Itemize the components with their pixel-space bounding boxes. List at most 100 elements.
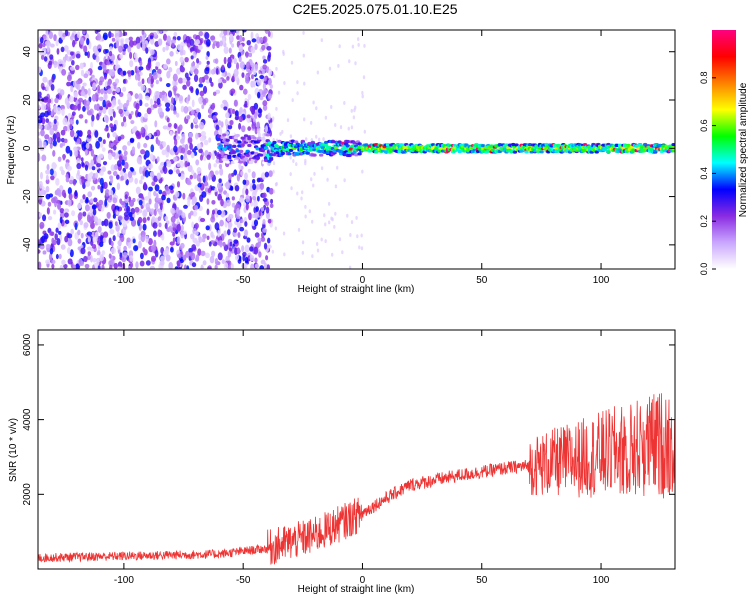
spectrogram-cell xyxy=(215,124,220,131)
spectrogram-cell xyxy=(187,94,191,102)
spectrogram-cell xyxy=(70,85,74,93)
spectrogram-cell xyxy=(87,51,90,59)
spectrogram-cell xyxy=(194,117,198,123)
spectrogram-cell xyxy=(169,130,173,137)
spectrogram-cell xyxy=(142,217,147,224)
spectrogram-cell xyxy=(60,169,65,176)
spectrogram-cell xyxy=(296,80,299,85)
spectrogram-cell xyxy=(45,102,51,110)
spectrogram-cell xyxy=(181,133,186,142)
spectrogram-cell xyxy=(42,250,47,255)
spectrogram-cell xyxy=(235,62,240,70)
spectrogram-cell xyxy=(162,30,168,33)
spectrogram-cell xyxy=(70,228,74,235)
spectrogram-cell xyxy=(240,136,245,140)
spectrogram-cell xyxy=(100,235,104,243)
spectrogram-cell xyxy=(257,239,262,248)
spectrogram-cell xyxy=(141,78,145,85)
spectrogram-cell xyxy=(147,46,151,52)
spectrogram-cell xyxy=(262,104,268,111)
spectrogram-cell xyxy=(38,249,41,254)
x-tick-label: -100 xyxy=(114,275,134,286)
spectrogram-cell xyxy=(43,56,48,62)
spectrogram-cell xyxy=(150,144,155,153)
spectrogram-cell xyxy=(198,30,204,37)
spectrogram-cell xyxy=(138,199,143,206)
spectrogram-cell xyxy=(594,150,599,154)
spectrogram-cell xyxy=(176,181,181,188)
spectrogram-cell xyxy=(345,144,351,148)
spectrogram-cell xyxy=(323,213,326,218)
spectrogram-cell xyxy=(50,83,55,91)
spectrogram-cell xyxy=(118,108,123,115)
spectrogram-cell xyxy=(66,81,71,87)
spectrogram-cell xyxy=(74,190,78,197)
spectrogram-cell xyxy=(350,144,356,148)
spectrogram-cell xyxy=(151,244,156,252)
spectrogram-cell xyxy=(91,114,95,122)
spectrogram-cell xyxy=(49,248,54,255)
spectrogram-cell xyxy=(175,135,181,140)
spectrogram-cell xyxy=(265,125,268,133)
spectrogram-cell xyxy=(184,56,189,63)
colorbar: 0.0 0.2 0.4 0.6 0.8 Normalized spectral ampl… xyxy=(699,30,749,275)
spectrogram-cell xyxy=(144,102,149,107)
spectrogram-cell xyxy=(248,52,253,58)
spectrogram-cell xyxy=(44,110,49,118)
spectrogram-cell xyxy=(65,176,70,183)
spectrogram-cell xyxy=(102,161,108,166)
spectrogram-cell xyxy=(83,45,88,53)
spectrogram-cell xyxy=(358,245,361,250)
spectrogram-ylabel: Frequency (Hz) xyxy=(6,116,17,185)
spectrogram-cell xyxy=(173,145,178,153)
spectrogram-cell xyxy=(58,253,62,260)
spectrogram-cell xyxy=(296,91,299,96)
spectrogram-cell xyxy=(154,201,159,210)
spectrogram-cell xyxy=(256,36,261,44)
spectrogram-cell xyxy=(91,204,97,210)
spectrogram-cell xyxy=(204,32,210,40)
spectrogram-cell xyxy=(218,81,223,89)
spectrogram-cell xyxy=(221,259,226,265)
spectrogram-cell xyxy=(168,261,173,269)
spectrogram-cell xyxy=(277,90,281,95)
spectrogram-cell xyxy=(262,219,266,225)
spectrogram-cell xyxy=(52,133,57,141)
spectrogram-cell xyxy=(263,146,269,150)
spectrogram-cell xyxy=(244,229,248,237)
spectrogram-cell xyxy=(63,138,68,144)
spectrogram-cell xyxy=(180,231,185,239)
spectrogram-cell xyxy=(168,169,173,175)
spectrogram-cell xyxy=(119,170,124,176)
spectrogram-cell xyxy=(46,207,50,215)
spectrogram-cell xyxy=(88,216,94,224)
spectrogram-cell xyxy=(67,238,73,247)
spectrogram-cell xyxy=(237,140,242,144)
spectrogram-cell xyxy=(216,182,222,190)
spectrogram-cell xyxy=(361,169,364,174)
spectrogram-cell xyxy=(671,142,675,147)
spectrogram-cell xyxy=(169,149,174,155)
spectrogram-cell xyxy=(55,253,59,260)
spectrogram-cell xyxy=(39,180,43,189)
spectrogram-cell xyxy=(111,37,116,42)
spectrogram-cell xyxy=(241,72,245,78)
spectrogram-cell xyxy=(227,156,232,160)
spectrogram-cell xyxy=(223,106,228,111)
spectrogram-cell xyxy=(109,115,113,122)
spectrogram-cell xyxy=(348,265,352,269)
spectrogram-cell xyxy=(124,37,130,44)
x-tick-label: 50 xyxy=(476,575,488,586)
colorbar-tick-label: 0.4 xyxy=(699,167,709,180)
spectrogram-cell xyxy=(59,216,63,224)
spectrogram-cell xyxy=(231,75,235,82)
spectrogram-cell xyxy=(255,206,259,212)
colorbar-ticks: 0.0 0.2 0.4 0.6 0.8 xyxy=(699,72,716,275)
spectrogram-cell xyxy=(208,162,212,171)
spectrogram-cell xyxy=(170,207,176,214)
spectrogram-cell xyxy=(108,31,112,39)
spectrogram-cell xyxy=(234,74,239,81)
spectrogram-cell xyxy=(290,186,293,191)
spectrogram-cell xyxy=(330,105,333,110)
spectrogram-cell xyxy=(48,60,53,66)
